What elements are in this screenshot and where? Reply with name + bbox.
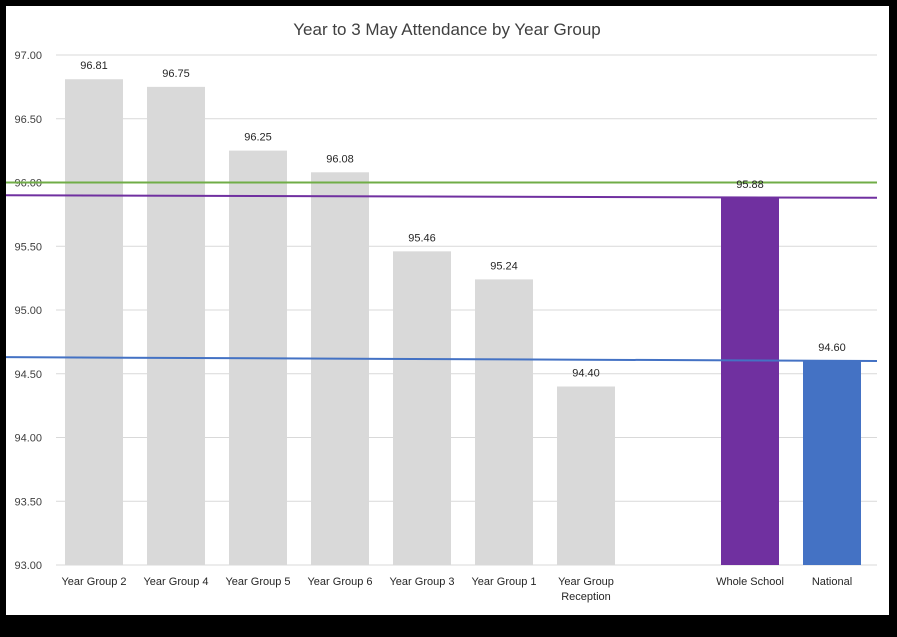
- y-tick-label: 97.00: [14, 50, 42, 62]
- bar: [475, 279, 533, 565]
- y-tick-label: 96.50: [14, 114, 42, 126]
- bar: [147, 86, 205, 565]
- reference-line: [6, 356, 878, 362]
- chart-title: Year to 3 May Attendance by Year Group: [293, 20, 600, 39]
- category-label: Year Group 1: [471, 576, 536, 588]
- category-label: Year Group 4: [143, 576, 208, 588]
- y-tick-label: 94.00: [14, 433, 42, 445]
- category-label: Year Group: [558, 576, 614, 588]
- data-label: 96.81: [80, 60, 108, 72]
- category-label: Reception: [561, 591, 611, 603]
- data-labels: 96.81 96.75 96.25 96.08 95.46 95.24 94.40 95.88…: [80, 60, 846, 379]
- bar: [803, 361, 861, 565]
- y-tick-label: 93.00: [14, 560, 42, 572]
- y-tick-label: 94.50: [14, 369, 42, 381]
- bar: [557, 386, 615, 565]
- category-label: National: [812, 576, 852, 588]
- y-tick-label: 93.50: [14, 496, 42, 508]
- data-label: 96.08: [326, 153, 354, 165]
- category-label: Year Group 2: [61, 576, 126, 588]
- data-label: 96.75: [162, 68, 190, 80]
- y-tick-label: 95.50: [14, 241, 42, 253]
- data-label: 96.25: [244, 132, 272, 144]
- y-tick-label: 95.00: [14, 305, 42, 317]
- data-label: 95.24: [490, 260, 518, 272]
- data-label: 94.60: [818, 342, 846, 354]
- category-label: Year Group 6: [307, 576, 372, 588]
- attendance-bar-chart: Year to 3 May Attendance by Year Group 9…: [6, 20, 878, 603]
- bar: [311, 172, 369, 566]
- category-label: Year Group 5: [225, 576, 290, 588]
- reference-line: [6, 194, 878, 199]
- bar: [721, 197, 779, 566]
- data-label: 95.46: [408, 232, 436, 244]
- bar: [65, 79, 123, 565]
- category-label: Whole School: [716, 576, 784, 588]
- x-axis-category-labels: Year Group 2 Year Group 4 Year Group 5 Year…: [61, 576, 852, 603]
- chart-frame: Year to 3 May Attendance by Year Group 9…: [6, 6, 889, 615]
- y-axis-tick-labels: 93.0093.5094.0094.5095.0095.5096.0096.50…: [14, 50, 42, 572]
- data-label: 94.40: [572, 368, 600, 380]
- data-label: 95.88: [736, 179, 764, 191]
- category-label: Year Group 3: [389, 576, 454, 588]
- bar: [393, 251, 451, 565]
- bars: [65, 79, 861, 566]
- reference-lines: [6, 181, 878, 362]
